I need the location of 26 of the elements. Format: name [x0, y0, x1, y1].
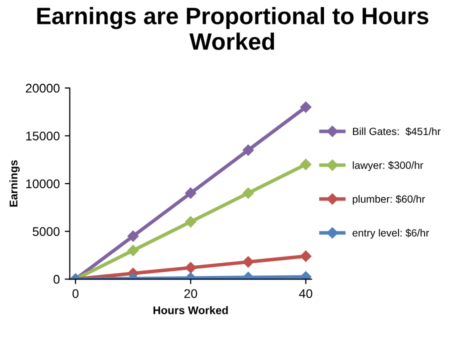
- point: [127, 230, 139, 242]
- y-tick-label: 15000: [26, 132, 60, 140]
- x-tick-label: 40: [299, 289, 312, 298]
- point: [300, 250, 312, 262]
- x-axis-title: Hours Worked: [154, 306, 228, 314]
- legend-label: Bill Gates: $451/hr: [353, 127, 441, 136]
- x-tick-label: 20: [184, 289, 198, 298]
- y-tick-label: 5000: [32, 227, 60, 236]
- x-tick-label: 0: [72, 289, 78, 298]
- y-tick-label: 0: [54, 274, 60, 284]
- y-tick-label: 10000: [26, 179, 60, 188]
- point: [300, 158, 312, 170]
- y-axis-title: Earnings: [9, 160, 20, 207]
- point: [185, 188, 196, 199]
- point: [300, 102, 312, 113]
- y-tick-label: 20000: [26, 84, 60, 93]
- chart-title: Earnings are Proportional to Hours Worked: [37, 7, 428, 50]
- point: [185, 262, 196, 274]
- point: [127, 244, 139, 256]
- point: [242, 256, 254, 268]
- point: [242, 188, 254, 199]
- legend-label: entry level: $6/hr: [352, 228, 430, 239]
- point: [185, 216, 196, 228]
- point: [242, 144, 254, 156]
- legend-label: plumber: $60/hr: [352, 194, 425, 205]
- legend-label: lawyer: $300/hr: [352, 161, 424, 171]
